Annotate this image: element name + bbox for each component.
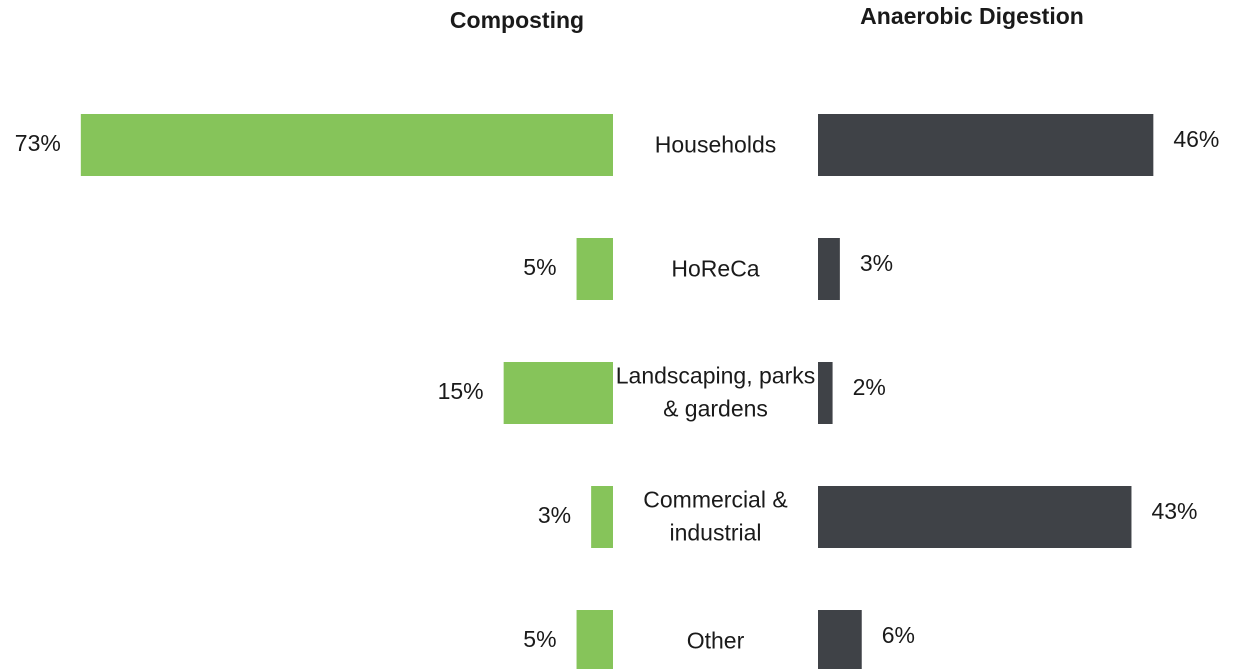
value-label: 2%: [853, 374, 886, 400]
bar: [818, 114, 1154, 176]
bar: [818, 486, 1132, 548]
value-label: 43%: [1151, 498, 1197, 524]
bar: [818, 238, 840, 300]
category-label: Commercial & industrial: [643, 486, 788, 546]
bar: [818, 610, 862, 669]
value-label: 5%: [523, 626, 556, 652]
value-label: 46%: [1173, 126, 1219, 152]
bar: [80, 114, 613, 176]
value-label: 15%: [438, 378, 484, 404]
bar: [818, 362, 833, 424]
value-label: 73%: [15, 130, 61, 156]
category-label: HoReCa: [671, 255, 760, 282]
series-title: Composting: [450, 7, 584, 33]
value-label: 5%: [523, 254, 556, 280]
value-label: 6%: [882, 622, 915, 648]
value-label: 3%: [538, 502, 571, 528]
bar: [576, 610, 613, 669]
category-label: Households: [654, 131, 777, 158]
value-label: 3%: [860, 250, 893, 276]
bar: [576, 238, 613, 300]
bar: [591, 486, 613, 548]
category-label: Landscaping, parks & gardens: [615, 362, 816, 422]
series-title: Anaerobic Digestion: [860, 3, 1084, 29]
bar: [503, 362, 613, 424]
category-label: Other: [686, 627, 745, 654]
